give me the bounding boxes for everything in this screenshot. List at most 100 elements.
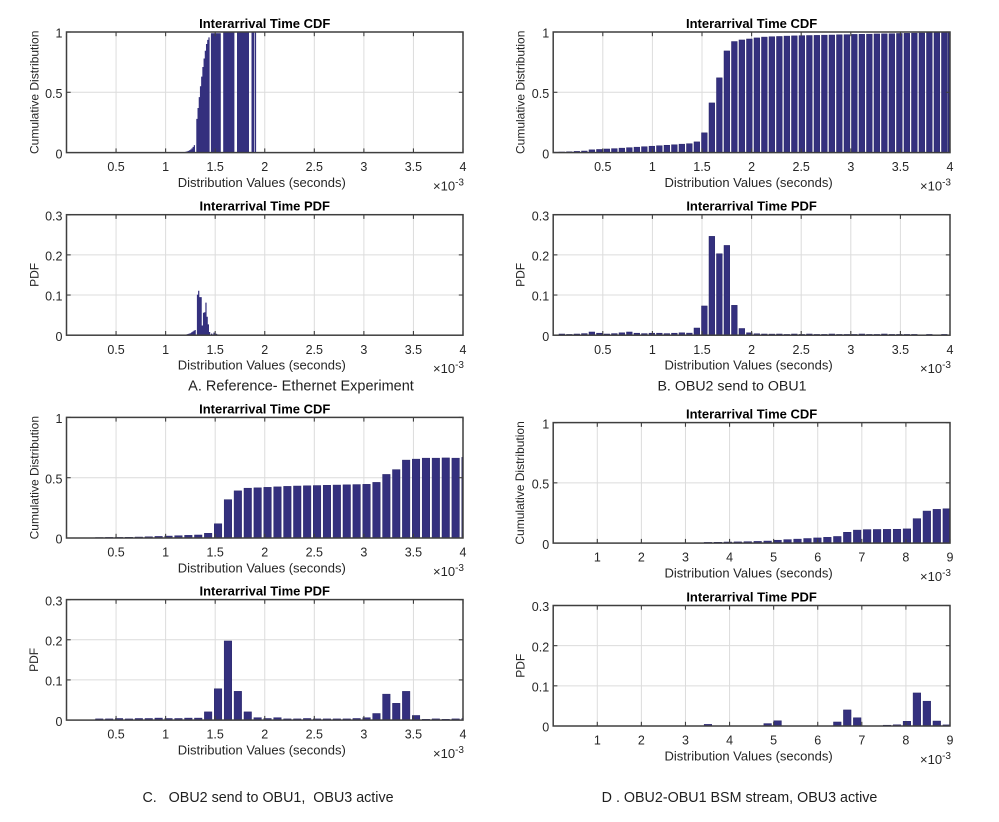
svg-text:2.5: 2.5 bbox=[793, 160, 810, 174]
svg-text:5: 5 bbox=[770, 551, 777, 565]
svg-text:C. OBU2 send to OBU1, OBU3: C. OBU2 send to OBU1, OBU3 active bbox=[142, 790, 393, 806]
svg-text:4: 4 bbox=[460, 343, 467, 357]
svg-text:0.5: 0.5 bbox=[107, 546, 124, 560]
svg-text:1: 1 bbox=[162, 546, 169, 560]
svg-text:Interarrival Time CDF: Interarrival Time CDF bbox=[686, 16, 817, 31]
svg-text:4: 4 bbox=[726, 734, 733, 748]
svg-text:0.1: 0.1 bbox=[532, 681, 549, 695]
svg-text:8: 8 bbox=[902, 734, 909, 748]
svg-text:Cumulative Distribution: Cumulative Distribution bbox=[27, 416, 41, 539]
svg-text:0.3: 0.3 bbox=[532, 600, 549, 614]
svg-text:0.2: 0.2 bbox=[532, 640, 549, 654]
svg-text:0.5: 0.5 bbox=[107, 728, 124, 742]
svg-text:4: 4 bbox=[460, 728, 467, 742]
svg-text:0: 0 bbox=[56, 330, 63, 344]
svg-text:Interarrival Time PDF: Interarrival Time PDF bbox=[686, 590, 817, 605]
svg-text:0.1: 0.1 bbox=[45, 290, 62, 304]
svg-text:8: 8 bbox=[902, 551, 909, 565]
svg-text:2.5: 2.5 bbox=[793, 343, 810, 357]
svg-text:PDF: PDF bbox=[513, 654, 527, 678]
svg-text:9: 9 bbox=[947, 551, 954, 565]
svg-text:1: 1 bbox=[649, 160, 656, 174]
svg-text:1.5: 1.5 bbox=[206, 728, 223, 742]
svg-text:B. OBU2 send to OBU1: B. OBU2 send to OBU1 bbox=[657, 379, 806, 395]
svg-text:2: 2 bbox=[261, 160, 268, 174]
svg-text:9: 9 bbox=[947, 734, 954, 748]
svg-text:1.5: 1.5 bbox=[206, 546, 223, 560]
svg-text:4: 4 bbox=[726, 551, 733, 565]
svg-text:0.5: 0.5 bbox=[532, 87, 549, 101]
svg-text:Distribution Values (seconds): Distribution Values (seconds) bbox=[665, 749, 833, 764]
svg-text:1: 1 bbox=[542, 27, 549, 41]
svg-text:2: 2 bbox=[261, 343, 268, 357]
svg-text:6: 6 bbox=[814, 551, 821, 565]
svg-text:3: 3 bbox=[360, 160, 367, 174]
svg-text:D . OBU2-OBU1 BSM stream, OBU3: D . OBU2-OBU1 BSM stream, OBU3 active bbox=[602, 790, 878, 806]
svg-text:3.5: 3.5 bbox=[892, 343, 909, 357]
svg-text:3: 3 bbox=[360, 343, 367, 357]
svg-text:3: 3 bbox=[682, 734, 689, 748]
svg-text:0.5: 0.5 bbox=[45, 472, 62, 486]
svg-text:1: 1 bbox=[162, 728, 169, 742]
svg-text:0.5: 0.5 bbox=[107, 343, 124, 357]
svg-text:0.2: 0.2 bbox=[45, 634, 62, 648]
svg-text:0: 0 bbox=[542, 538, 549, 552]
svg-text:0: 0 bbox=[542, 147, 549, 161]
svg-text:Interarrival Time CDF: Interarrival Time CDF bbox=[199, 16, 330, 31]
svg-text:0.5: 0.5 bbox=[107, 160, 124, 174]
svg-text:Cumulative Distribution: Cumulative Distribution bbox=[513, 31, 527, 154]
svg-text:2.5: 2.5 bbox=[306, 343, 323, 357]
svg-text:Distribution Values (seconds): Distribution Values (seconds) bbox=[665, 175, 833, 190]
svg-text:0: 0 bbox=[56, 147, 63, 161]
svg-text:1.5: 1.5 bbox=[693, 160, 710, 174]
svg-text:3.5: 3.5 bbox=[405, 160, 422, 174]
svg-text:0.5: 0.5 bbox=[594, 160, 611, 174]
svg-text:3: 3 bbox=[360, 546, 367, 560]
svg-text:2.5: 2.5 bbox=[306, 728, 323, 742]
svg-text:7: 7 bbox=[858, 734, 865, 748]
svg-text:0.1: 0.1 bbox=[45, 675, 62, 689]
svg-text:1: 1 bbox=[594, 734, 601, 748]
svg-text:Cumulative Distribution: Cumulative Distribution bbox=[27, 31, 41, 154]
svg-text:7: 7 bbox=[858, 551, 865, 565]
svg-text:A. Reference- Ethernet Experim: A. Reference- Ethernet Experiment bbox=[188, 379, 414, 395]
svg-text:Interarrival Time CDF: Interarrival Time CDF bbox=[686, 407, 817, 422]
svg-text:4: 4 bbox=[947, 160, 954, 174]
svg-text:3.5: 3.5 bbox=[892, 160, 909, 174]
svg-text:Distribution Values (seconds): Distribution Values (seconds) bbox=[178, 358, 346, 373]
svg-text:Distribution Values (seconds): Distribution Values (seconds) bbox=[178, 561, 346, 576]
svg-text:2: 2 bbox=[261, 728, 268, 742]
svg-text:0: 0 bbox=[542, 721, 549, 735]
svg-text:2.5: 2.5 bbox=[306, 160, 323, 174]
svg-text:2: 2 bbox=[748, 160, 755, 174]
svg-text:PDF: PDF bbox=[27, 263, 41, 287]
svg-text:3: 3 bbox=[360, 728, 367, 742]
svg-text:1: 1 bbox=[162, 160, 169, 174]
svg-text:0.2: 0.2 bbox=[532, 250, 549, 264]
svg-text:Interarrival Time PDF: Interarrival Time PDF bbox=[686, 199, 817, 214]
svg-text:Distribution Values (seconds): Distribution Values (seconds) bbox=[178, 175, 346, 190]
svg-text:0.5: 0.5 bbox=[532, 478, 549, 492]
svg-text:0: 0 bbox=[542, 330, 549, 344]
svg-text:4: 4 bbox=[460, 546, 467, 560]
svg-text:0.3: 0.3 bbox=[45, 209, 62, 223]
svg-text:PDF: PDF bbox=[513, 263, 527, 287]
svg-text:1: 1 bbox=[56, 412, 63, 426]
svg-text:0.2: 0.2 bbox=[45, 250, 62, 264]
svg-text:1: 1 bbox=[649, 343, 656, 357]
svg-text:2.5: 2.5 bbox=[306, 546, 323, 560]
svg-text:3: 3 bbox=[847, 160, 854, 174]
svg-text:4: 4 bbox=[947, 343, 954, 357]
svg-text:Interarrival Time PDF: Interarrival Time PDF bbox=[199, 199, 330, 214]
svg-text:1: 1 bbox=[594, 551, 601, 565]
svg-text:Interarrival Time PDF: Interarrival Time PDF bbox=[199, 584, 330, 599]
svg-text:4: 4 bbox=[460, 160, 467, 174]
svg-text:6: 6 bbox=[814, 734, 821, 748]
svg-text:0.5: 0.5 bbox=[594, 343, 611, 357]
svg-text:2: 2 bbox=[748, 343, 755, 357]
svg-text:1: 1 bbox=[162, 343, 169, 357]
svg-text:Interarrival Time CDF: Interarrival Time CDF bbox=[199, 401, 330, 416]
svg-text:0: 0 bbox=[56, 533, 63, 547]
svg-text:2: 2 bbox=[638, 734, 645, 748]
svg-text:PDF: PDF bbox=[27, 648, 41, 672]
